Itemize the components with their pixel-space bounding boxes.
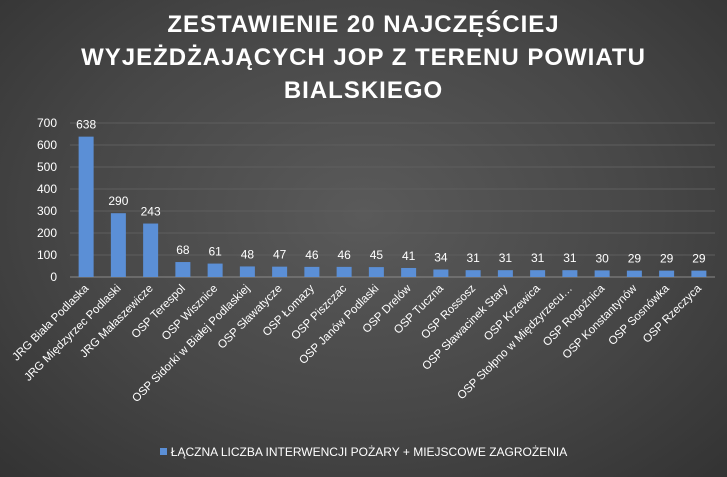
chart-title-line-3: BIALSKIEGO (283, 77, 444, 104)
data-label: 48 (241, 247, 255, 261)
bar (530, 270, 546, 277)
bar (626, 270, 642, 277)
bar (272, 266, 288, 277)
data-label: 46 (305, 248, 319, 262)
bar (175, 262, 191, 277)
data-label: 46 (337, 248, 351, 262)
bar (368, 267, 384, 277)
chart-title-line-1: ZESTAWIENIE 20 NAJCZĘŚCIEJ (167, 11, 560, 38)
chart-title-line-2: WYJEŻDŻAJĄCYCH JOP Z TERENU POWIATU (81, 44, 646, 71)
y-tick-label: 600 (37, 138, 57, 152)
data-label: 31 (466, 251, 480, 265)
data-label: 41 (402, 249, 416, 263)
bar (336, 266, 352, 277)
category-label: OSP Wisznice (160, 283, 220, 343)
data-label: 47 (273, 248, 287, 262)
y-tick-label: 100 (37, 248, 57, 262)
data-label: 31 (531, 251, 545, 265)
y-tick-label: 500 (37, 160, 57, 174)
data-label: 30 (595, 251, 609, 265)
legend-label: ŁĄCZNA LICZBA INTERWENCJI POŻARY + MIEJS… (170, 445, 568, 459)
bar (433, 269, 449, 277)
legend-swatch (159, 448, 167, 455)
bar (497, 270, 513, 277)
data-label: 29 (692, 252, 706, 266)
bar (594, 270, 610, 277)
y-tick-label: 300 (37, 204, 57, 218)
data-label: 31 (499, 251, 513, 265)
category-label: OSP Rzeczyca (641, 282, 704, 345)
y-tick-label: 0 (50, 270, 57, 284)
data-label: 29 (660, 252, 674, 266)
data-label: 45 (370, 248, 384, 262)
bar (465, 270, 481, 277)
bar (562, 270, 578, 277)
data-label: 290 (108, 194, 128, 208)
y-tick-label: 200 (37, 226, 57, 240)
data-label: 29 (628, 252, 642, 266)
chart-title: ZESTAWIENIE 20 NAJCZĘŚCIEJ WYJEŻDŻAJĄCYC… (60, 8, 667, 107)
y-tick-label: 700 (37, 116, 57, 130)
bar (659, 270, 675, 277)
category-label: OSP Krzewica (482, 282, 543, 343)
bar (207, 263, 223, 277)
y-tick-label: 400 (37, 182, 57, 196)
bar (401, 267, 417, 277)
bar (78, 136, 94, 277)
bar (304, 266, 320, 277)
bar (239, 266, 255, 277)
data-label: 31 (563, 251, 577, 265)
data-label: 34 (434, 251, 448, 265)
data-label: 638 (76, 118, 96, 132)
data-label: 61 (208, 245, 222, 259)
bar (143, 223, 159, 277)
data-label: 68 (176, 243, 190, 257)
category-label: OSP Sidorki w Białej Podlaskiej (130, 283, 252, 405)
data-label: 243 (141, 205, 161, 219)
bar (691, 270, 707, 277)
bar (110, 213, 126, 277)
legend: ŁĄCZNA LICZBA INTERWENCJI POŻARY + MIEJS… (0, 445, 727, 459)
